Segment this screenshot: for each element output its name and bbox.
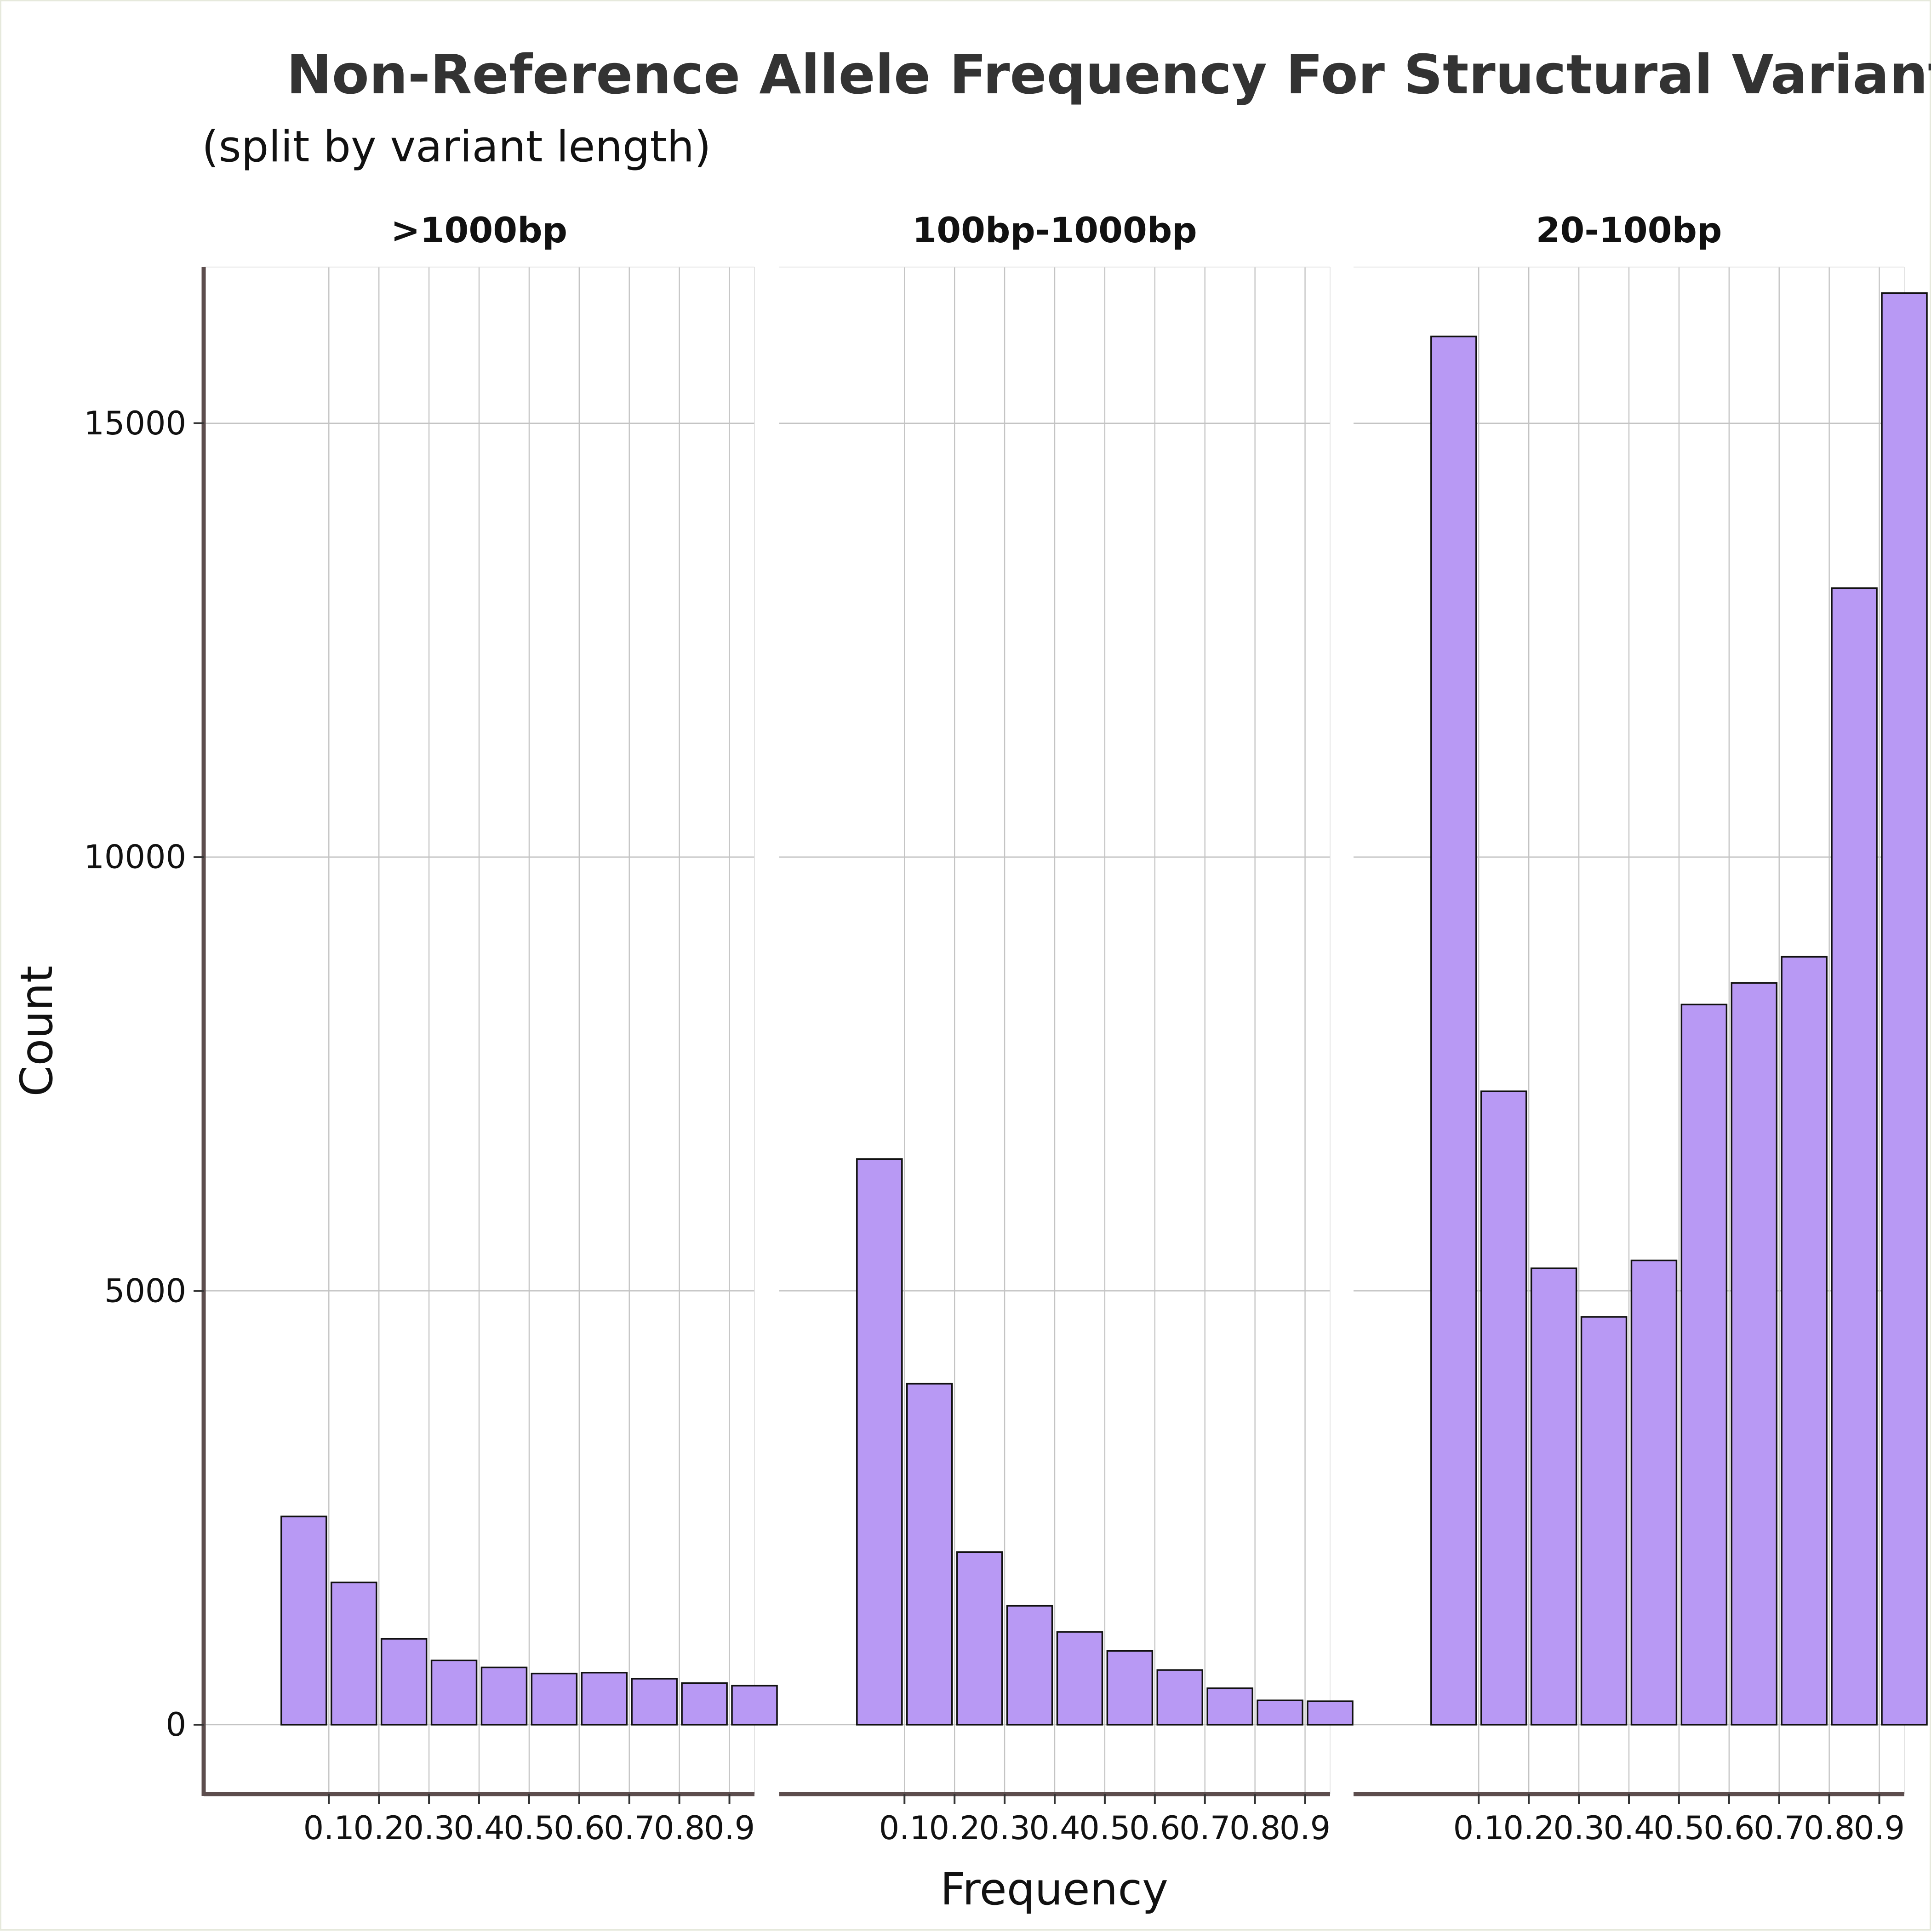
x-tick-label: 0.1 xyxy=(1453,1809,1504,1847)
bar xyxy=(1307,1700,1354,1726)
x-tick-label: 0.8 xyxy=(654,1809,705,1847)
x-tick-label: 0.3 xyxy=(1553,1809,1604,1847)
bar xyxy=(280,1516,327,1726)
bar xyxy=(1257,1699,1303,1726)
facet-label: 20-100bp xyxy=(1536,210,1722,251)
x-tick-label: 0.2 xyxy=(354,1809,405,1847)
x-tick-label: 0.9 xyxy=(1854,1809,1905,1847)
panel-3: 0.10.20.30.40.50.60.70.80.9 20-100bp xyxy=(1354,210,1928,1847)
bar xyxy=(531,1672,578,1726)
chart-subtitle: (split by variant length) xyxy=(202,122,711,172)
x-tick-label: 0.7 xyxy=(1754,1809,1805,1847)
bar xyxy=(681,1682,728,1726)
bar xyxy=(1831,587,1878,1726)
bar xyxy=(906,1383,953,1726)
x-tick-label: 0.4 xyxy=(1029,1809,1080,1847)
x-tick-label: 0.4 xyxy=(1603,1809,1654,1847)
bar xyxy=(1530,1267,1577,1726)
x-tick-label: 0.6 xyxy=(554,1809,605,1847)
bar xyxy=(1006,1605,1053,1726)
y-axis-title: Count xyxy=(11,965,63,1096)
chart-title: Non-Reference Allele Frequency For Struc… xyxy=(286,43,1931,106)
bar xyxy=(1106,1650,1154,1726)
x-tick-label: 0.5 xyxy=(1653,1809,1704,1847)
bar xyxy=(1430,336,1477,1726)
x-axis-title: Frequency xyxy=(940,1864,1168,1915)
bar xyxy=(1781,956,1828,1726)
facet-label: >1000bp xyxy=(391,210,567,251)
bar xyxy=(1881,292,1928,1726)
bar xyxy=(430,1659,478,1726)
bar xyxy=(380,1638,428,1726)
panel-2: 0.10.20.30.40.50.60.70.80.9 100bp-1000bp xyxy=(779,210,1354,1847)
y-tick-label: 0 xyxy=(166,1706,186,1744)
y-tick-label: 15000 xyxy=(84,405,186,442)
bar xyxy=(1580,1316,1628,1726)
bar xyxy=(581,1672,628,1726)
bar xyxy=(1056,1631,1103,1726)
bar xyxy=(1480,1090,1527,1726)
x-tick-label: 0.6 xyxy=(1129,1809,1180,1847)
x-tick-label: 0.7 xyxy=(604,1809,655,1847)
x-tick-label: 0.4 xyxy=(453,1809,504,1847)
bar xyxy=(1731,982,1778,1726)
x-tick-label: 0.3 xyxy=(403,1809,454,1847)
bar xyxy=(856,1158,903,1726)
x-tick-label: 0.2 xyxy=(1503,1809,1554,1847)
bar xyxy=(631,1678,678,1726)
x-tick-label: 0.3 xyxy=(979,1809,1030,1847)
panel-1: 0.10.20.30.40.50.60.70.80.9 >1000bp xyxy=(204,210,778,1847)
bar xyxy=(956,1551,1003,1726)
x-tick-label: 0.8 xyxy=(1804,1809,1855,1847)
facet-label: 100bp-1000bp xyxy=(912,210,1197,251)
y-tick-label: 10000 xyxy=(84,838,186,876)
x-tick-label: 0.1 xyxy=(303,1809,354,1847)
x-tick-label: 0.6 xyxy=(1703,1809,1754,1847)
bar xyxy=(330,1581,377,1726)
bar xyxy=(480,1666,528,1726)
x-tick-label: 0.8 xyxy=(1229,1809,1280,1847)
x-tick-label: 0.5 xyxy=(1079,1809,1130,1847)
bar xyxy=(1680,1003,1728,1726)
x-tick-label: 0.5 xyxy=(503,1809,554,1847)
x-tick-label: 0.1 xyxy=(879,1809,930,1847)
x-tick-label: 0.7 xyxy=(1179,1809,1230,1847)
x-tick-label: 0.2 xyxy=(929,1809,980,1847)
bar xyxy=(1630,1260,1678,1726)
x-tick-label: 0.9 xyxy=(1280,1809,1331,1847)
x-tick-label: 0.9 xyxy=(704,1809,755,1847)
bar xyxy=(1206,1687,1253,1726)
bar xyxy=(1156,1669,1204,1726)
y-tick-label: 5000 xyxy=(104,1272,186,1310)
panels-layer: 0500010000150000.10.20.30.40.50.60.70.80… xyxy=(84,210,1928,1847)
bar xyxy=(731,1685,778,1726)
